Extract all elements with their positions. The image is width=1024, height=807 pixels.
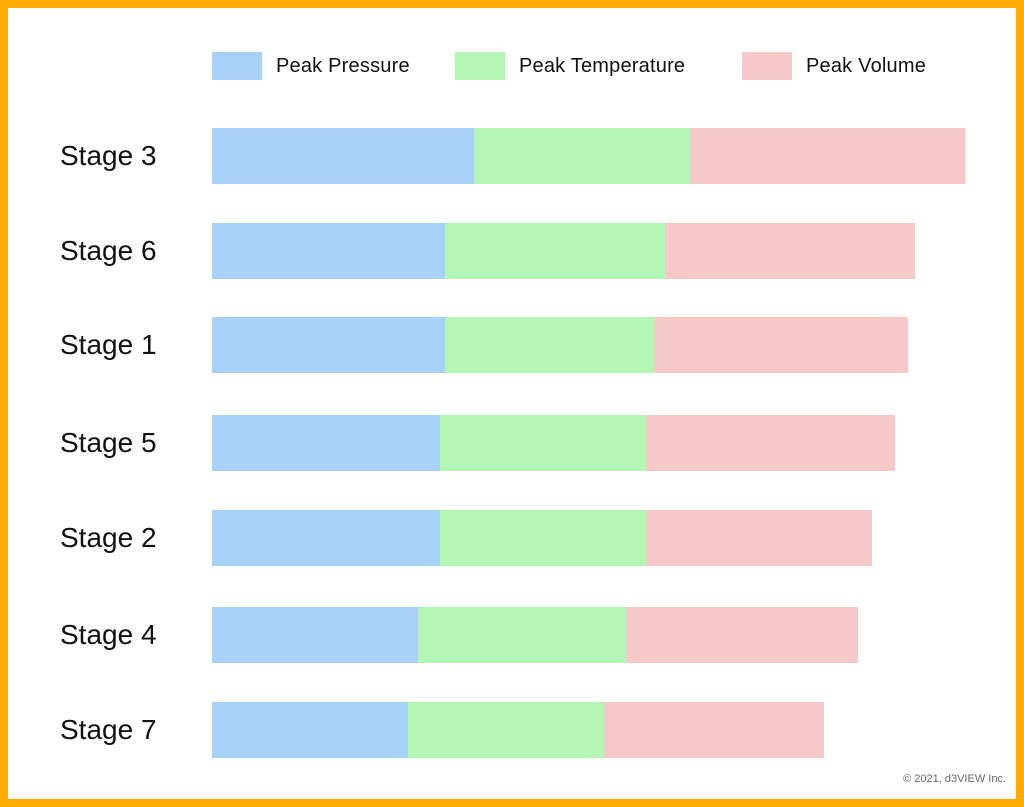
bar-segment-peak-volume [604, 702, 824, 758]
bar-segment-peak-pressure [212, 128, 474, 184]
bar-segment-peak-pressure [212, 702, 408, 758]
legend-label: Peak Temperature [519, 54, 686, 77]
copyright-text: © 2021, d3VIEW Inc. [903, 773, 1006, 785]
bar-segment-peak-pressure [212, 223, 445, 279]
legend-label: Peak Pressure [276, 54, 410, 77]
bar-segment-peak-volume [665, 223, 915, 279]
bar-segment-peak-pressure [212, 317, 445, 373]
stacked-bar-stage-5 [212, 415, 895, 471]
bar-segment-peak-temperature [474, 128, 690, 184]
bar-segment-peak-volume [690, 128, 965, 184]
legend-swatch [742, 52, 792, 80]
stacked-bar-stage-6 [212, 223, 915, 279]
legend-item-peak-temperature: Peak Temperature [455, 52, 685, 80]
bar-segment-peak-temperature [440, 510, 646, 566]
category-label: Stage 7 [60, 714, 157, 745]
legend-label: Peak Volume [806, 54, 927, 77]
legend-item-peak-pressure: Peak Pressure [212, 52, 410, 80]
category-label: Stage 3 [60, 140, 157, 171]
stacked-bar-stage-7 [212, 702, 824, 758]
bar-segment-peak-temperature [408, 702, 604, 758]
bar-segment-peak-volume [646, 415, 895, 471]
bar-segment-peak-pressure [212, 607, 418, 663]
category-label: Stage 4 [60, 619, 157, 650]
category-label: Stage 6 [60, 235, 157, 266]
bar-segment-peak-temperature [445, 223, 665, 279]
stacked-bar-stage-4 [212, 607, 858, 663]
chart-frame [8, 8, 1016, 799]
bar-segment-peak-temperature [445, 317, 654, 373]
bar-segment-peak-pressure [212, 415, 440, 471]
bar-segment-peak-volume [626, 607, 858, 663]
category-label: Stage 1 [60, 329, 157, 360]
legend-item-peak-volume: Peak Volume [742, 52, 926, 80]
legend-swatch [455, 52, 505, 80]
stacked-bar-stage-2 [212, 510, 872, 566]
bar-segment-peak-volume [646, 510, 872, 566]
stacked-bar-stage-3 [212, 128, 965, 184]
bar-segment-peak-volume [654, 317, 908, 373]
category-label: Stage 2 [60, 522, 157, 553]
stacked-bar-stage-1 [212, 317, 908, 373]
bar-segment-peak-pressure [212, 510, 440, 566]
bar-segment-peak-temperature [440, 415, 646, 471]
category-label: Stage 5 [60, 427, 157, 458]
bar-segment-peak-temperature [418, 607, 626, 663]
legend-swatch [212, 52, 262, 80]
